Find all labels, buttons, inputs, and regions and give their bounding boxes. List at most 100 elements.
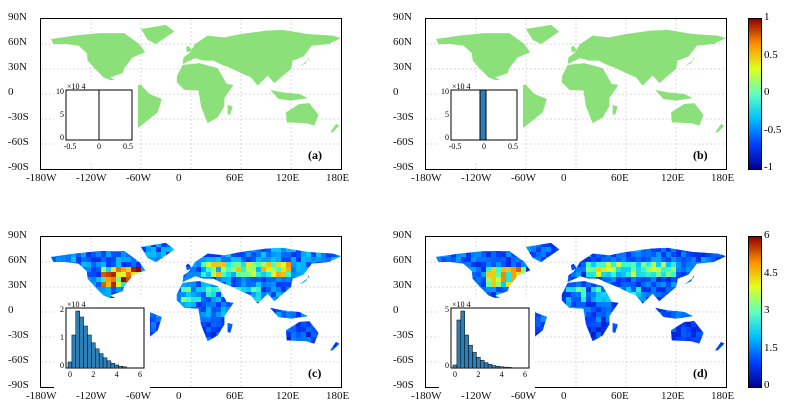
histogram-bar [71, 334, 77, 369]
lon-tick: 60E [226, 172, 244, 184]
histogram-ytick: 5 [445, 110, 449, 119]
land-polygon [286, 103, 319, 126]
lat-tick: 0 [393, 86, 399, 98]
land-polygon [227, 104, 233, 115]
lon-tick: 60E [611, 390, 629, 402]
colorbar-tick: 0 [764, 379, 770, 391]
panel-label: (d) [693, 366, 708, 380]
histogram-ytick: 0 [60, 361, 64, 370]
histogram-bar [75, 310, 80, 369]
colorbar-tick: 0.5 [764, 48, 778, 61]
lon-tick: 180E [326, 390, 350, 402]
colorbar-tick: -1 [764, 161, 774, 173]
lon-tick: 60E [611, 172, 629, 184]
lat-tick: -60S [393, 136, 414, 148]
histogram-ytick: 2 [60, 305, 64, 314]
lat-tick: -30S [393, 329, 414, 341]
lon-tick: -180W [411, 172, 442, 184]
histogram-ytick: 5 [445, 305, 449, 314]
lat-tick: 0 [8, 304, 14, 316]
lon-tick: -120W [76, 390, 107, 402]
lat-tick: 90N [8, 11, 27, 23]
histogram-exponent: ×10 4 [67, 300, 86, 309]
land-polygon [330, 124, 340, 133]
lat-tick: -60S [8, 354, 29, 366]
lon-tick: 0 [176, 172, 182, 184]
histogram-xtick: 4 [500, 370, 504, 379]
panel-label: (b) [693, 148, 708, 162]
land-polygon [526, 24, 560, 44]
histogram-ytick: 5 [60, 110, 64, 119]
land-polygon [655, 89, 693, 101]
land-polygon [671, 103, 704, 126]
lat-tick: 90N [393, 229, 412, 241]
lon-tick: -120W [461, 390, 492, 402]
lon-tick: 120E [661, 172, 685, 184]
lat-tick: 60N [393, 36, 412, 48]
colorbar-tick: 1.5 [764, 341, 778, 354]
histogram-xtick: -0.5 [64, 142, 77, 151]
histogram-exponent: ×10 4 [67, 82, 86, 91]
colorbar-tick: 1 [764, 11, 770, 23]
histogram-bar [83, 325, 88, 369]
histogram-ytick: 10 [56, 87, 64, 96]
lon-tick: 0 [176, 390, 182, 402]
histogram-inset: ×10 4 10 5 0 -0.5 0 0.5 [54, 80, 138, 162]
land-polygon [561, 63, 619, 124]
lat-tick: -90S [393, 161, 414, 173]
land-polygon [270, 89, 308, 101]
histogram-bar [91, 342, 96, 369]
histogram-xtick: 0.5 [508, 142, 518, 151]
histogram-bar [495, 365, 501, 369]
histogram-xtick: 2 [476, 370, 480, 379]
lon-tick: 120E [276, 390, 300, 402]
histogram-xtick: 0 [68, 370, 72, 379]
histogram-bar [122, 366, 127, 369]
lon-tick: 180E [711, 172, 735, 184]
lat-tick: 60N [8, 36, 27, 48]
histogram-bar [476, 356, 481, 369]
histogram-bar [98, 353, 104, 369]
lat-tick: -30S [8, 329, 29, 341]
histogram-ytick: 0 [60, 133, 64, 142]
histogram-xtick: 2 [91, 370, 95, 379]
lon-tick: 0 [561, 172, 567, 184]
histogram-xtick: 0 [97, 142, 101, 151]
histogram-bar [468, 344, 473, 369]
map-panel-c [40, 236, 342, 388]
land-polygon [141, 24, 175, 44]
histogram-exponent: ×10 4 [452, 300, 471, 309]
land-polygon [436, 33, 531, 88]
histogram-bar [106, 360, 112, 369]
histogram-xtick: 0 [453, 370, 457, 379]
histogram-xtick: 6 [138, 370, 142, 379]
histogram-ytick: 0 [445, 133, 449, 142]
histogram-ytick: 10 [441, 87, 449, 96]
histogram-bar [110, 362, 116, 369]
world-map [41, 237, 341, 387]
lat-tick: 60N [8, 254, 27, 266]
histogram-bar [491, 365, 497, 369]
histogram-bar [114, 364, 119, 369]
lat-tick: 0 [8, 86, 14, 98]
lon-tick: 60E [226, 390, 244, 402]
lon-tick: -180W [411, 390, 442, 402]
lon-tick: -60W [126, 390, 152, 402]
histogram-ytick: 1 [60, 333, 64, 342]
colorbar-tick: 0 [764, 86, 770, 98]
histogram-bar [452, 364, 458, 369]
histogram-bar [464, 334, 469, 369]
lon-tick: -60W [511, 172, 537, 184]
histogram-bar [460, 310, 465, 369]
lon-tick: -60W [511, 390, 537, 402]
colorbar-tick: 3 [764, 304, 770, 316]
histogram-inset: ×10 4 10 5 0 -0.5 0 0.5 [439, 80, 523, 162]
histogram-bar [472, 352, 477, 369]
lat-tick: 30N [8, 279, 27, 291]
land-polygon [715, 124, 725, 133]
land-polygon [571, 45, 577, 53]
panel-label: (c) [308, 366, 322, 380]
land-polygon [299, 56, 310, 67]
